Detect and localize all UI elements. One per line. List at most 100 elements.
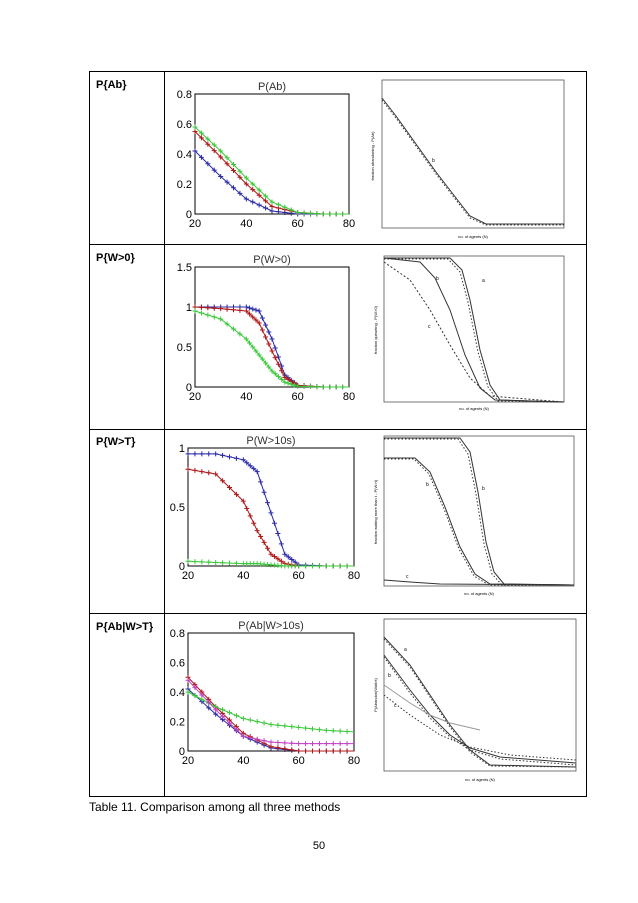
data-point-blue bbox=[224, 179, 230, 185]
y-tick-label: 1 bbox=[186, 302, 192, 314]
data-point-blue bbox=[206, 451, 212, 457]
data-point-green bbox=[199, 696, 205, 702]
x-tick-label: 40 bbox=[240, 391, 252, 403]
data-point-blue bbox=[213, 451, 219, 457]
data-point-green bbox=[192, 308, 198, 314]
data-point-green bbox=[344, 728, 350, 734]
plot-frame bbox=[187, 632, 355, 752]
data-point-red bbox=[263, 334, 269, 340]
table-column-divider bbox=[164, 72, 165, 796]
data-point-green bbox=[308, 384, 313, 390]
data-point-green bbox=[330, 563, 336, 569]
y-tick-label: 0.6 bbox=[170, 658, 185, 670]
data-point-red bbox=[265, 545, 271, 551]
left-chart-p-w-gt-0: P(W>0) 0 0.5 1 1.5 20 40 60 80 bbox=[177, 254, 355, 403]
data-point-green bbox=[275, 202, 281, 208]
data-point-green bbox=[320, 384, 326, 390]
data-point-magenta bbox=[199, 692, 205, 698]
data-point-blue bbox=[289, 557, 295, 563]
data-point-green bbox=[275, 722, 281, 728]
data-point-green bbox=[340, 211, 346, 217]
data-point-green bbox=[310, 563, 315, 569]
data-point-magenta bbox=[240, 733, 246, 739]
data-point-green bbox=[263, 360, 269, 366]
data-point-red bbox=[199, 469, 205, 475]
right-xlabel: no. of agents (N) bbox=[458, 234, 488, 239]
data-point-blue bbox=[247, 305, 253, 311]
y-tick-label: 0.5 bbox=[177, 342, 192, 354]
x-tick-label: 20 bbox=[189, 391, 201, 403]
right-chart-p-ab-given-w: a b c P(Abandon|Wait>t) no. of agents (N… bbox=[373, 618, 577, 782]
data-point-green bbox=[285, 380, 291, 386]
data-point-blue bbox=[261, 489, 267, 495]
data-point-red bbox=[185, 466, 191, 472]
data-point-blue bbox=[268, 510, 274, 516]
y-tick-label: 0.6 bbox=[177, 119, 192, 131]
data-point-magenta bbox=[227, 720, 232, 726]
data-point-red bbox=[259, 327, 265, 333]
data-point-red bbox=[198, 304, 204, 310]
data-point-red bbox=[227, 485, 232, 491]
data-point-green bbox=[272, 371, 278, 377]
data-point-green bbox=[227, 710, 232, 716]
data-point-red bbox=[323, 748, 329, 754]
left-figure-p-ab: P(Ab) 0 0.2 0.4 0.6 0.8 20 40 60 80 bbox=[167, 76, 355, 236]
y-tick-label: 0 bbox=[186, 209, 192, 221]
right-ylabel: P(Abandon|Wait>t) bbox=[373, 677, 378, 711]
data-point-green bbox=[185, 558, 191, 564]
data-point-blue bbox=[275, 531, 281, 537]
right-figure-p-ab-given-w: a b c P(Abandon|Wait>t) no. of agents (N… bbox=[370, 615, 580, 785]
data-point-red bbox=[206, 470, 212, 476]
data-point-green bbox=[231, 326, 236, 332]
data-point-green bbox=[233, 560, 239, 566]
data-point-green bbox=[327, 384, 333, 390]
data-point-green bbox=[237, 168, 243, 174]
curve-label-a: a bbox=[482, 278, 485, 284]
data-point-green bbox=[282, 204, 288, 210]
data-point-green bbox=[301, 383, 307, 389]
data-point-green bbox=[269, 199, 275, 205]
data-point-magenta bbox=[220, 713, 226, 719]
data-point-green bbox=[256, 352, 262, 358]
data-point-green bbox=[344, 563, 350, 569]
data-point-green bbox=[192, 559, 198, 565]
data-point-green bbox=[316, 563, 322, 569]
left-figure-p-w-gt-0: P(W>0) 0 0.5 1 1.5 20 40 60 80 bbox=[167, 249, 355, 409]
data-point-red bbox=[296, 748, 302, 754]
data-point-red bbox=[289, 747, 295, 753]
data-point-green bbox=[185, 689, 191, 695]
data-point-green bbox=[327, 211, 333, 217]
data-point-blue bbox=[243, 196, 249, 202]
data-point-red bbox=[310, 748, 315, 754]
data-point-magenta bbox=[206, 699, 212, 705]
data-point-green bbox=[303, 725, 309, 731]
data-point-green bbox=[323, 563, 329, 569]
data-point-green bbox=[247, 717, 253, 723]
right-chart-p-w-gt-t: b b c fraction waiting more than t - P(W… bbox=[373, 435, 575, 596]
data-point-green bbox=[314, 211, 320, 217]
data-point-green bbox=[279, 376, 285, 382]
data-point-green bbox=[213, 559, 219, 565]
x-tick-label: 20 bbox=[182, 755, 194, 767]
data-point-magenta bbox=[192, 685, 198, 691]
data-point-blue bbox=[259, 315, 265, 321]
data-point-blue bbox=[278, 541, 284, 547]
right-figure-p-w-gt-t: b b c fraction waiting more than t - P(W… bbox=[370, 432, 580, 598]
data-point-green bbox=[295, 383, 301, 389]
data-point-green bbox=[224, 155, 230, 161]
data-point-blue bbox=[275, 354, 281, 360]
data-point-blue bbox=[205, 161, 211, 167]
left-chart-p-w-gt-t: P(W>10s) 0 0.5 1 20 40 60 80 bbox=[170, 435, 360, 582]
x-tick-label: 40 bbox=[237, 570, 249, 582]
right-ylabel: fraction abandoning - P(Ab) bbox=[370, 131, 375, 181]
data-point-green bbox=[316, 727, 322, 733]
plot-frame bbox=[187, 447, 355, 567]
data-point-green bbox=[224, 321, 230, 327]
data-point-blue bbox=[271, 520, 277, 526]
data-point-blue bbox=[250, 306, 256, 312]
data-point-red bbox=[231, 307, 236, 313]
data-point-red bbox=[279, 368, 285, 374]
data-point-red bbox=[192, 467, 198, 473]
x-tick-label: 20 bbox=[182, 570, 194, 582]
curve-label-c: c bbox=[406, 574, 409, 580]
